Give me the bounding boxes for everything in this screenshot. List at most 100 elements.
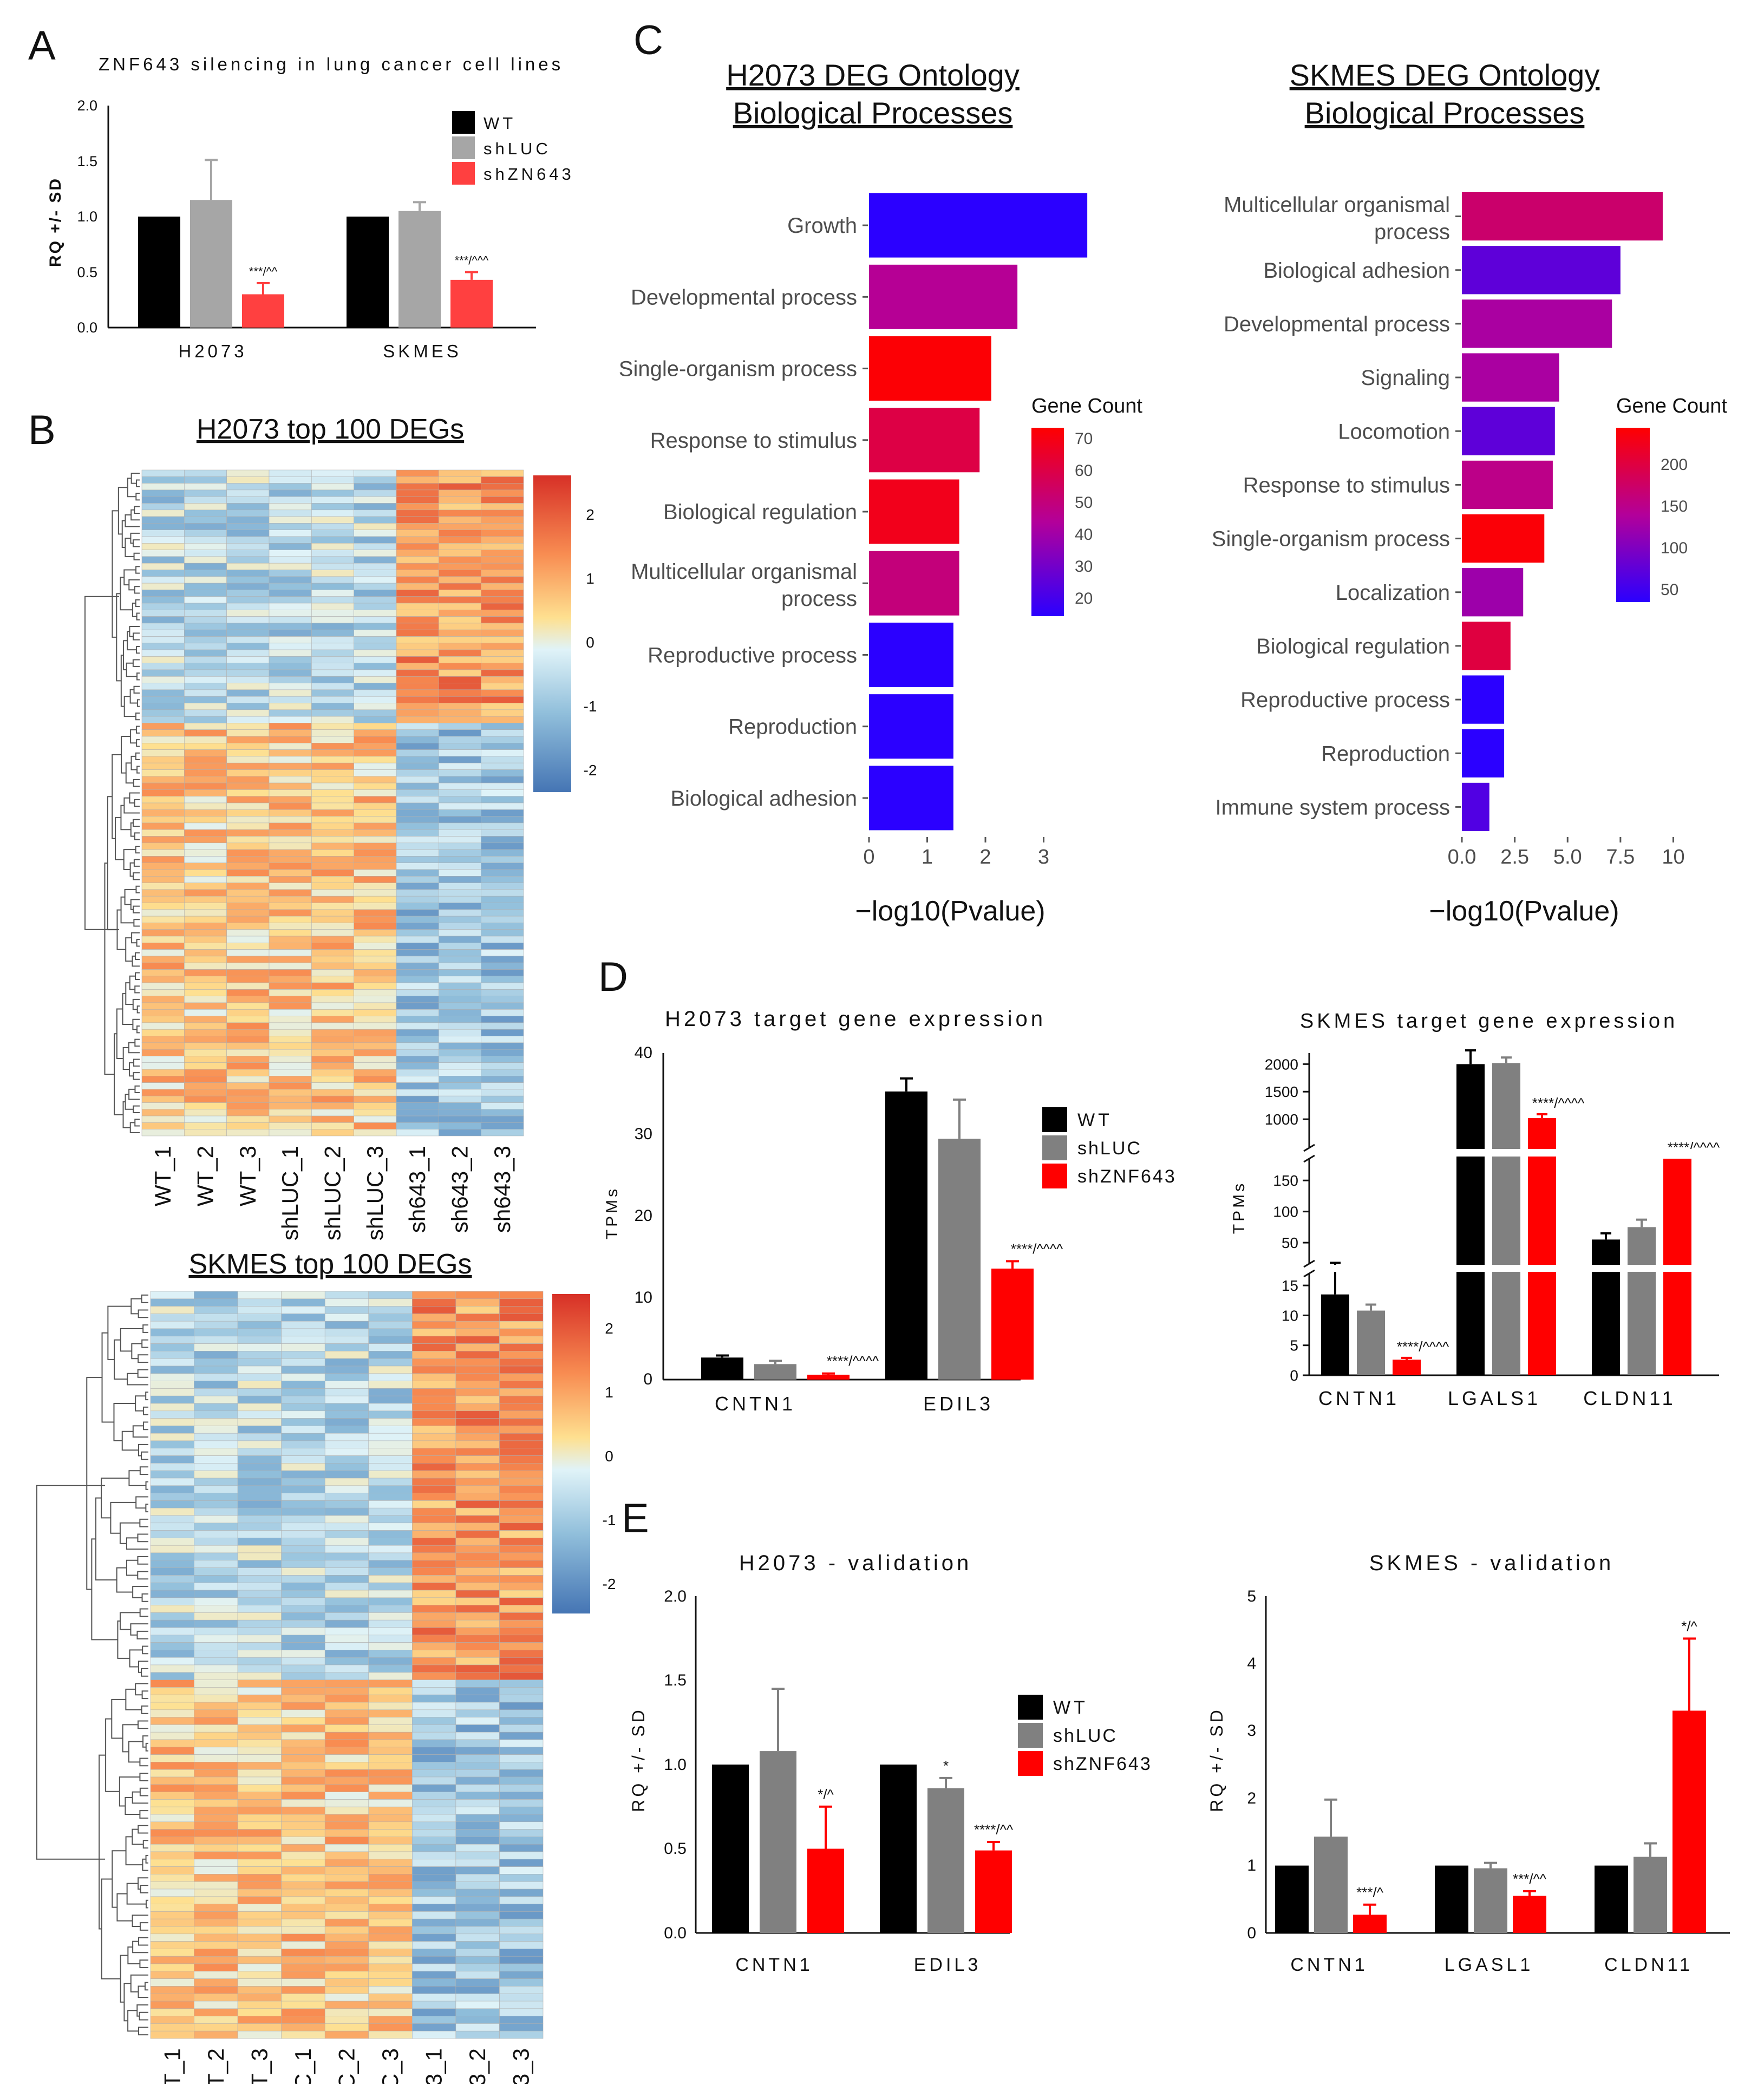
bar-shluc-lgasl1	[1474, 1868, 1507, 1933]
heatmap-cell	[311, 616, 354, 624]
heatmap-cell	[237, 1426, 282, 1434]
heatmap-cell	[311, 610, 354, 617]
heatmap-cell	[412, 1627, 456, 1636]
heatmap-cell	[324, 1343, 369, 1351]
heatmap-cell	[237, 1896, 282, 1904]
heatmap-cell	[237, 1410, 282, 1419]
heatmap-cell	[281, 1538, 325, 1546]
heatmap-cell	[269, 962, 312, 970]
heatmap-cell	[481, 1022, 524, 1030]
heatmap-cell	[396, 469, 439, 477]
dendrogram-branch	[131, 1343, 142, 1360]
heatmap-cell	[237, 1500, 282, 1508]
heatmap-cell	[481, 523, 524, 531]
heatmap-cell	[141, 603, 185, 610]
heatmap-cell	[281, 1799, 325, 1807]
bar-wt-edil3	[885, 1091, 927, 1380]
ytick: 150	[1273, 1172, 1298, 1189]
heatmap-cell	[354, 876, 397, 883]
heatmap-cell	[141, 1036, 185, 1043]
heatmap-cell	[324, 1358, 369, 1367]
heatmap-cell	[184, 483, 227, 491]
panel-a-title: ZNF643 silencing in lung cancer cell lin…	[99, 54, 564, 74]
dendrogram-branch	[113, 1403, 136, 1441]
heatmap-cell	[368, 1978, 413, 1987]
heatmap-cell	[368, 1784, 413, 1792]
heatmap-cell	[194, 1515, 238, 1524]
heatmap-cell	[354, 856, 397, 864]
heatmap-cell	[455, 1343, 500, 1351]
significance-label: ****/^^^^	[827, 1353, 879, 1369]
heatmap-cell	[396, 623, 439, 630]
heatmap-cell	[368, 2008, 413, 2016]
heatmap-cell	[237, 1941, 282, 1949]
heatmap-cell	[499, 1440, 544, 1449]
heatmap-cell	[194, 1933, 238, 1942]
heatmap-cell	[237, 1926, 282, 1935]
dendrogram-branch	[135, 726, 140, 734]
heatmap-cell	[311, 929, 354, 937]
heatmap-cell	[354, 822, 397, 830]
heatmap-cell	[324, 1545, 369, 1553]
heatmap-cell	[481, 636, 524, 644]
heatmap-cell	[396, 802, 439, 810]
heatmap-cell	[141, 683, 185, 690]
heatmap-cell	[269, 943, 312, 950]
heatmap-cell	[499, 1418, 544, 1426]
heatmap-cell	[150, 1500, 194, 1508]
heatmap-cell	[455, 1552, 500, 1561]
heatmap-cell	[150, 1545, 194, 1553]
heatmap-cell	[396, 649, 439, 657]
heatmap-cell	[150, 1829, 194, 1837]
dendrogram-branch	[134, 799, 140, 807]
heatmap-cell	[412, 1493, 456, 1501]
heatmap-cell	[354, 989, 397, 997]
heatmap-cell	[324, 1560, 369, 1568]
heatmap-cell	[481, 949, 524, 957]
heatmap-cell	[396, 869, 439, 877]
dendrogram-branch	[114, 1033, 123, 1115]
heatmap-cell	[226, 476, 270, 484]
heatmap-cell	[324, 1298, 369, 1306]
heatmap-cell	[226, 883, 270, 890]
heatmap-cell	[396, 969, 439, 977]
heatmap-cell	[324, 1523, 369, 1531]
heatmap-cell	[368, 1792, 413, 1800]
heatmap-cell	[412, 1650, 456, 1658]
heatmap-cell	[455, 1941, 500, 1949]
heatmap-cell	[412, 1507, 456, 1516]
heatmap-cell	[311, 743, 354, 750]
heatmap-cell	[150, 1448, 194, 1456]
heatmap-cell	[141, 583, 185, 590]
heatmap-cell	[455, 1732, 500, 1740]
heatmap-cell	[281, 1926, 325, 1935]
heatmap-cell	[455, 1762, 500, 1770]
heatmap-cell	[455, 1754, 500, 1762]
heatmap-cell	[184, 709, 227, 717]
heatmap-cell	[412, 1582, 456, 1591]
legend-swatch-shluc	[1042, 1135, 1067, 1160]
heatmap-cell	[354, 576, 397, 584]
heatmap-cell	[281, 1440, 325, 1449]
heatmap-cell	[412, 1949, 456, 1957]
heatmap-cell	[150, 1328, 194, 1337]
heatmap-cell	[439, 889, 481, 897]
heatmap-cell	[184, 802, 227, 810]
heatmap-cell	[311, 822, 354, 830]
panel-a-ytick-labels: 0.0 0.5 1.0 1.5 2.0	[77, 97, 97, 336]
heatmap-cell	[194, 1418, 238, 1426]
heatmap-cell	[269, 956, 312, 963]
heatmap-cell	[368, 1881, 413, 1890]
heatmap-cell	[150, 1343, 194, 1351]
heatmap-cell	[269, 550, 312, 557]
heatmap-cell	[499, 1709, 544, 1717]
heatmap-cell	[439, 1102, 481, 1110]
heatmap-cell	[226, 822, 270, 830]
heatmap-cell	[499, 1403, 544, 1412]
heatmap-cell	[194, 2008, 238, 2016]
heatmap-cell	[141, 776, 185, 783]
heatmap-cell	[141, 916, 185, 923]
heatmap-cell	[324, 1650, 369, 1658]
heatmap-cell	[269, 583, 312, 590]
heatmap-cell	[184, 1109, 227, 1116]
